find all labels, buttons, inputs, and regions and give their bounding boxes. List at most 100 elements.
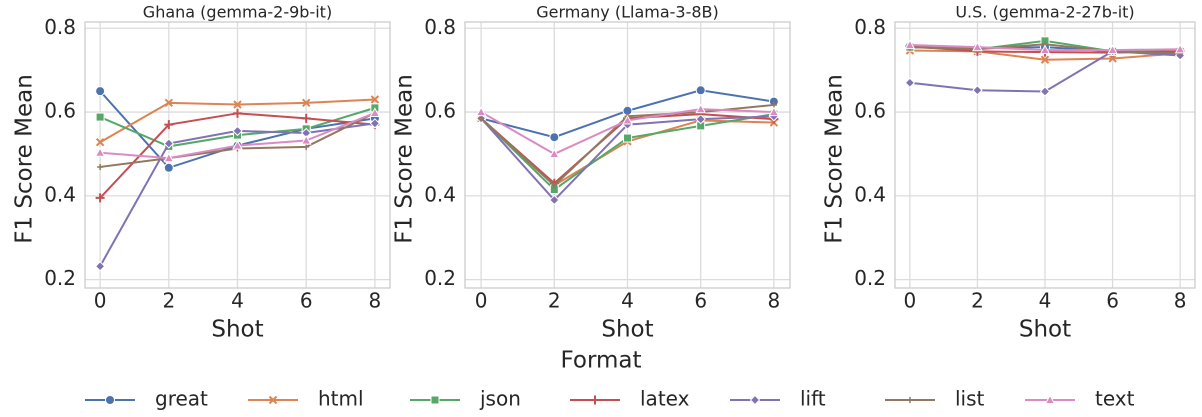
marker xyxy=(1174,43,1186,54)
y-axis-label: F1 Score Mean xyxy=(12,74,38,244)
marker xyxy=(972,41,983,52)
legend-label: html xyxy=(318,387,364,411)
y-tick-label: 0.6 xyxy=(424,99,456,123)
marker xyxy=(95,86,106,97)
legend-marker xyxy=(105,395,115,405)
y-tick-label: 0.6 xyxy=(854,99,886,123)
marker xyxy=(695,113,706,125)
x-tick-label: 4 xyxy=(621,289,634,313)
y-tick-label: 0.2 xyxy=(44,266,76,290)
legend-marker xyxy=(590,395,600,405)
marker xyxy=(232,140,243,150)
plot-frame xyxy=(84,21,391,289)
legend-label: great xyxy=(155,387,208,411)
marker xyxy=(551,182,558,189)
legend-label: text xyxy=(1095,387,1135,411)
marker xyxy=(233,108,242,118)
marker xyxy=(163,162,174,173)
marker xyxy=(972,85,983,96)
x-tick-label: 6 xyxy=(694,289,707,313)
x-tick-label: 4 xyxy=(1039,289,1052,313)
marker xyxy=(163,152,175,163)
marker xyxy=(768,106,780,117)
marker xyxy=(695,103,707,114)
legend-marker xyxy=(268,395,278,405)
marker xyxy=(904,77,916,88)
marker xyxy=(232,125,243,137)
marker xyxy=(1039,86,1051,97)
marker xyxy=(97,163,104,170)
y-tick-label: 0.8 xyxy=(44,15,76,39)
legend-title: Format xyxy=(560,348,641,374)
marker xyxy=(369,118,381,129)
marker xyxy=(94,261,106,272)
marker xyxy=(164,120,174,130)
x-tick-label: 8 xyxy=(1174,289,1187,313)
marker xyxy=(695,85,706,96)
marker xyxy=(301,113,311,123)
chart-title: U.S. (gemma-2-27b-it) xyxy=(955,3,1134,22)
y-tick-label: 0.4 xyxy=(424,182,456,206)
legend-label: list xyxy=(955,387,985,411)
y-tick-label: 0.4 xyxy=(854,182,886,206)
marker xyxy=(1039,44,1051,55)
x-tick-label: 0 xyxy=(475,289,488,313)
y-tick-label: 0.2 xyxy=(854,266,886,290)
legend-label: latex xyxy=(640,387,690,411)
marker xyxy=(95,138,105,147)
marker xyxy=(548,148,560,159)
marker xyxy=(300,135,312,145)
y-axis-label: F1 Score Mean xyxy=(822,74,848,244)
chart-title: Ghana (gemma-2-9b-it) xyxy=(143,3,332,22)
legend-marker xyxy=(907,397,913,403)
marker xyxy=(94,147,106,157)
marker xyxy=(95,193,105,203)
x-tick-label: 0 xyxy=(94,289,107,313)
x-tick-label: 6 xyxy=(300,289,313,313)
marker xyxy=(369,107,381,118)
chart-title: Germany (Llama-3-8B) xyxy=(536,3,719,22)
y-tick-label: 0.8 xyxy=(854,15,886,39)
legend-label: lift xyxy=(800,387,826,411)
x-tick-label: 2 xyxy=(971,289,984,313)
x-tick-label: 6 xyxy=(1106,289,1119,313)
marker xyxy=(233,100,242,109)
y-axis-label: F1 Score Mean xyxy=(392,74,418,244)
x-tick-label: 2 xyxy=(162,289,175,313)
marker xyxy=(623,133,632,143)
plot-frame xyxy=(894,21,1196,289)
marker xyxy=(549,194,560,206)
marker xyxy=(303,143,310,150)
y-tick-label: 0.4 xyxy=(44,182,76,206)
x-axis-label: Shot xyxy=(601,317,653,343)
x-tick-label: 4 xyxy=(231,289,244,313)
marker xyxy=(1108,54,1117,63)
legend-marker xyxy=(749,394,761,406)
y-tick-label: 0.8 xyxy=(424,15,456,39)
x-tick-label: 8 xyxy=(768,289,781,313)
marker xyxy=(622,114,633,125)
marker xyxy=(904,39,916,50)
legend-marker xyxy=(1044,394,1056,405)
marker xyxy=(164,98,174,108)
y-tick-label: 0.2 xyxy=(424,266,456,290)
legend-marker xyxy=(430,395,440,405)
marker xyxy=(370,95,380,104)
marker xyxy=(1107,44,1118,55)
marker xyxy=(95,112,105,122)
x-tick-label: 0 xyxy=(903,289,916,313)
y-tick-label: 0.6 xyxy=(44,99,76,123)
marker xyxy=(1040,55,1050,64)
plot-frame xyxy=(464,21,791,289)
x-axis-label: Shot xyxy=(1019,317,1071,343)
legend-label: json xyxy=(479,387,521,411)
marker xyxy=(549,132,560,143)
marker xyxy=(475,106,487,117)
x-axis-label: Shot xyxy=(211,317,263,343)
marker xyxy=(478,115,485,122)
marker xyxy=(163,138,175,149)
marker xyxy=(301,98,311,108)
x-tick-label: 2 xyxy=(548,289,561,313)
x-tick-label: 8 xyxy=(369,289,382,313)
